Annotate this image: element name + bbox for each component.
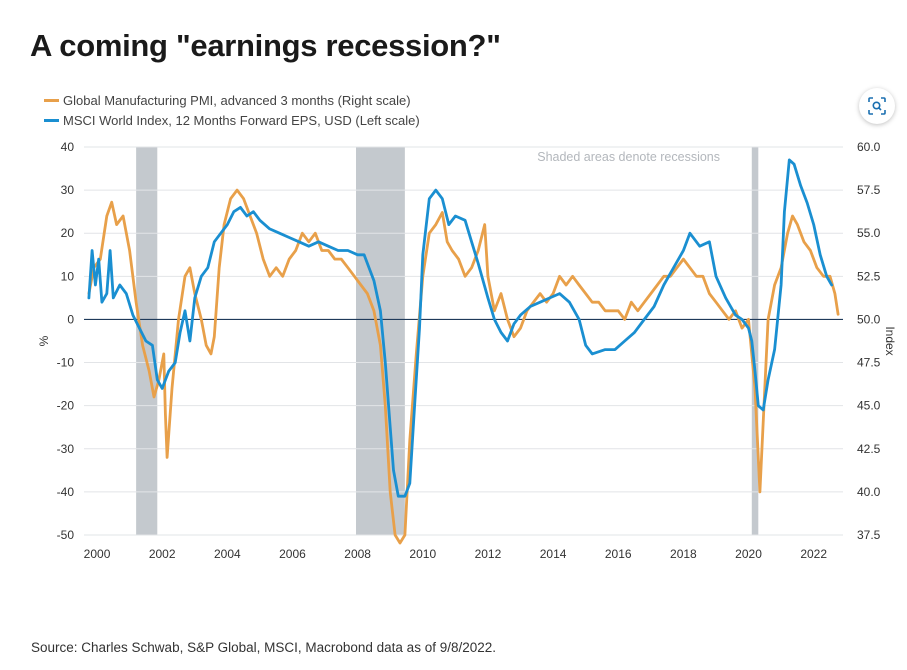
x-tick-2: 2004 xyxy=(214,547,241,561)
y-tick-left-6: -20 xyxy=(57,399,75,413)
y-tick-right-9: 37.5 xyxy=(857,528,881,542)
y-tick-left-5: -10 xyxy=(57,356,75,370)
recession-band-2 xyxy=(751,147,759,535)
zoom-button[interactable] xyxy=(859,88,895,124)
y-tick-left-3: 10 xyxy=(61,269,75,283)
y-tick-right-4: 50.0 xyxy=(857,312,881,326)
recession-annotation: Shaded areas denote recessions xyxy=(537,150,720,164)
y-tick-left-1: 30 xyxy=(61,183,75,197)
legend-item-pmi: Global Manufacturing PMI, advanced 3 mon… xyxy=(44,90,420,110)
y-tick-left-7: -30 xyxy=(57,442,75,456)
y-tick-left-9: -50 xyxy=(57,528,75,542)
y-tick-right-3: 52.5 xyxy=(857,269,881,283)
y-axis-label-left: % xyxy=(37,335,51,346)
series-line-pmi xyxy=(87,188,840,545)
x-tick-7: 2014 xyxy=(540,547,567,561)
y-tick-left-2: 20 xyxy=(61,226,75,240)
chart-legend: Global Manufacturing PMI, advanced 3 mon… xyxy=(44,90,420,130)
y-tick-right-8: 40.0 xyxy=(857,485,881,499)
x-tick-9: 2018 xyxy=(670,547,697,561)
chart-svg: Shaded areas denote recessions403020100-… xyxy=(37,140,897,561)
source-note: Source: Charles Schwab, S&P Global, MSCI… xyxy=(31,640,497,655)
chart-title: A coming "earnings recession?" xyxy=(30,28,501,63)
y-axis-label-right: Index xyxy=(883,326,897,355)
legend-item-eps: MSCI World Index, 12 Months Forward EPS,… xyxy=(44,110,420,130)
y-tick-right-5: 47.5 xyxy=(857,356,881,370)
x-tick-6: 2012 xyxy=(475,547,502,561)
zoom-scan-icon xyxy=(868,97,886,115)
x-tick-4: 2008 xyxy=(344,547,371,561)
x-tick-10: 2020 xyxy=(735,547,762,561)
y-tick-right-7: 42.5 xyxy=(857,442,881,456)
series-line-eps xyxy=(87,158,833,498)
x-tick-8: 2016 xyxy=(605,547,632,561)
y-tick-right-6: 45.0 xyxy=(857,399,881,413)
legend-label-pmi: Global Manufacturing PMI, advanced 3 mon… xyxy=(63,92,411,108)
x-tick-5: 2010 xyxy=(409,547,436,561)
x-tick-0: 2000 xyxy=(84,547,111,561)
y-tick-right-2: 55.0 xyxy=(857,226,881,240)
legend-swatch-eps xyxy=(44,118,59,122)
x-tick-11: 2022 xyxy=(800,547,827,561)
x-tick-1: 2002 xyxy=(149,547,176,561)
legend-swatch-pmi xyxy=(44,98,59,102)
y-tick-left-0: 40 xyxy=(61,140,75,154)
y-tick-right-1: 57.5 xyxy=(857,183,881,197)
legend-label-eps: MSCI World Index, 12 Months Forward EPS,… xyxy=(63,112,420,128)
x-tick-3: 2006 xyxy=(279,547,306,561)
y-tick-left-8: -40 xyxy=(57,485,75,499)
y-tick-right-0: 60.0 xyxy=(857,140,881,154)
y-tick-left-4: 0 xyxy=(67,312,74,326)
